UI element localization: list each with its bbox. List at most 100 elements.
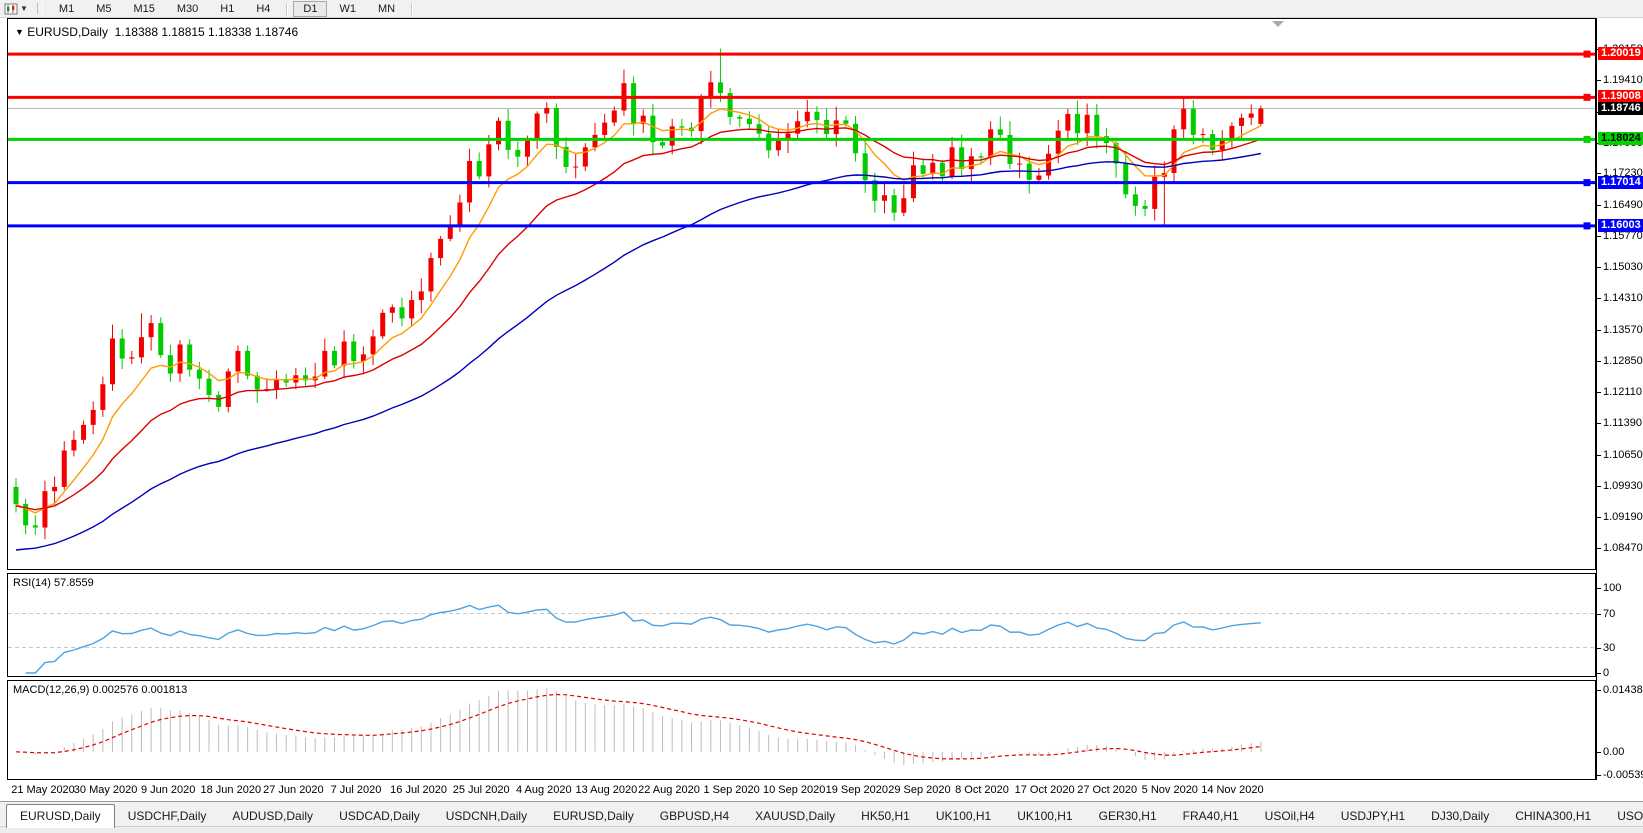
current-price-tag: 1.18746	[1598, 101, 1643, 115]
candle-body	[119, 338, 125, 359]
candle-body	[669, 126, 675, 146]
candle-body	[138, 337, 144, 358]
timeframe-h1-button[interactable]: H1	[210, 1, 244, 17]
candle-body	[42, 491, 48, 528]
chart-tab-hk50-h1[interactable]: HK50,H1	[861, 809, 910, 823]
candle-body	[968, 156, 974, 170]
date-label: 1 Sep 2020	[703, 784, 760, 796]
toolbar-grip[interactable]	[36, 3, 43, 14]
candle-body	[679, 126, 685, 128]
candle-body	[505, 120, 511, 150]
candle-body	[901, 198, 907, 213]
candle-body	[920, 165, 926, 174]
date-label: 18 Jun 2020	[200, 784, 262, 796]
line-handle[interactable]	[1583, 50, 1591, 58]
price-axis[interactable]: 1.201501.194101.186701.179501.172301.164…	[1596, 18, 1643, 798]
rsi-line	[25, 604, 1261, 674]
time-axis[interactable]: 21 May 2020 30 May 2020 9 Jun 2020 18 Jun 2…	[7, 781, 1596, 798]
symbol-dropdown-icon[interactable]: ▼	[15, 27, 24, 37]
scroll-to-end-marker[interactable]	[1272, 21, 1284, 27]
timeframe-m30-button[interactable]: M30	[167, 1, 208, 17]
line-handle[interactable]	[1583, 222, 1591, 230]
price-level-tag: 1.17014	[1598, 175, 1643, 189]
pane-resize-handle[interactable]	[7, 570, 1596, 573]
chart-tab-usdjpy-h1[interactable]: USDJPY,H1	[1340, 809, 1406, 823]
candle-body	[959, 147, 965, 170]
candle-body	[418, 291, 424, 300]
chart-tab-audusd-daily[interactable]: AUDUSD,Daily	[232, 809, 314, 823]
candle-body	[158, 323, 164, 356]
candle-body	[1046, 153, 1052, 176]
pane-resize-handle[interactable]	[7, 677, 1596, 680]
candle-body	[245, 350, 251, 376]
macd-chart-canvas[interactable]	[8, 681, 1595, 779]
candle-body	[573, 166, 579, 168]
chart-tab-eurusd-daily[interactable]: EURUSD,Daily	[553, 809, 634, 823]
line-handle[interactable]	[1583, 179, 1591, 187]
chart-ohlc-values: 1.18388 1.18815 1.18338 1.18746	[114, 25, 299, 39]
candle-body	[795, 121, 801, 134]
date-label: 29 Sep 2020	[888, 784, 951, 796]
candle-body	[1239, 117, 1245, 126]
candle-body	[1084, 114, 1090, 134]
macd-indicator-pane[interactable]: MACD(12,26,9) 0.002576 0.001813	[7, 680, 1596, 780]
candle-body	[1065, 113, 1071, 131]
chart-tab-usoil-h1[interactable]: USOil,H1	[1617, 809, 1643, 823]
candle-body	[100, 384, 106, 410]
timeframe-m1-button[interactable]: M1	[49, 1, 84, 17]
timeframe-mn-button[interactable]: MN	[368, 1, 405, 17]
rsi-indicator-pane[interactable]: RSI(14) 57.8559	[7, 573, 1596, 677]
candle-body	[428, 258, 434, 292]
candle-body	[1094, 114, 1100, 137]
chart-tab-uk100-h1[interactable]: UK100,H1	[1017, 809, 1073, 823]
candlestick-chart-canvas[interactable]	[8, 19, 1595, 569]
chart-tab-uk100-h1[interactable]: UK100,H1	[935, 809, 992, 823]
macd-signal-line	[15, 693, 1261, 760]
candle-body	[303, 375, 308, 381]
chart-tab-gbpusd-h4[interactable]: GBPUSD,H4	[659, 809, 730, 823]
line-handle[interactable]	[1583, 135, 1591, 143]
price-chart-pane[interactable]: ▼ EURUSD,Daily 1.18388 1.18815 1.18338 1…	[7, 18, 1596, 570]
timeframe-m15-button[interactable]: M15	[123, 1, 164, 17]
chart-tab-xauusd-daily[interactable]: XAUUSD,Daily	[755, 809, 836, 823]
candle-body	[283, 379, 289, 383]
chart-tab-china300-h1[interactable]: CHINA300,H1	[1515, 809, 1592, 823]
candle-body	[592, 134, 598, 148]
date-label: 16 Jul 2020	[390, 784, 448, 796]
candle-body	[380, 312, 386, 337]
line-handle[interactable]	[1583, 93, 1591, 101]
timeframe-m5-button[interactable]: M5	[86, 1, 121, 17]
chart-tab-ger30-h1[interactable]: GER30,H1	[1098, 809, 1157, 823]
chart-tab-fra40-h1[interactable]: FRA40,H1	[1182, 809, 1239, 823]
candlestick-chart-icon	[4, 3, 18, 14]
candle-body	[235, 350, 241, 372]
date-label: 14 Nov 2020	[1201, 784, 1264, 796]
candle-body	[814, 111, 820, 120]
candle-body	[515, 149, 521, 157]
chart-tab-dj30-daily[interactable]: DJ30,Daily	[1431, 809, 1490, 823]
candle-body	[737, 116, 743, 119]
candle-body	[61, 450, 67, 487]
candle-body	[264, 388, 270, 390]
timeframe-h4-button[interactable]: H4	[246, 1, 280, 17]
timeframe-d1-button[interactable]: D1	[293, 0, 328, 17]
candle-body	[746, 118, 752, 125]
rsi-chart-canvas[interactable]	[8, 574, 1595, 676]
candle-body	[187, 344, 193, 370]
candle-body	[196, 369, 202, 379]
candle-body	[1036, 175, 1042, 180]
date-label: 19 Sep 2020	[825, 784, 888, 796]
chart-type-dropdown[interactable]: ▼	[0, 3, 32, 15]
candle-body	[447, 226, 453, 239]
chart-tab-usdcad-daily[interactable]: USDCAD,Daily	[339, 809, 420, 823]
candle-body	[254, 375, 260, 390]
chart-tab-eurusd-daily[interactable]: EURUSD,Daily	[6, 804, 115, 828]
timeframe-w1-button[interactable]: W1	[329, 1, 366, 17]
candle-body	[52, 486, 58, 492]
chart-tab-usdchf-daily[interactable]: USDCHF,Daily	[127, 809, 207, 823]
candle-body	[1142, 205, 1148, 209]
rsi-label: RSI(14) 57.8559	[13, 577, 94, 589]
candle-body	[785, 133, 791, 141]
chart-tab-usdcnh-daily[interactable]: USDCNH,Daily	[445, 809, 528, 823]
chart-tab-usoil-h4[interactable]: USOil,H4	[1264, 809, 1315, 823]
